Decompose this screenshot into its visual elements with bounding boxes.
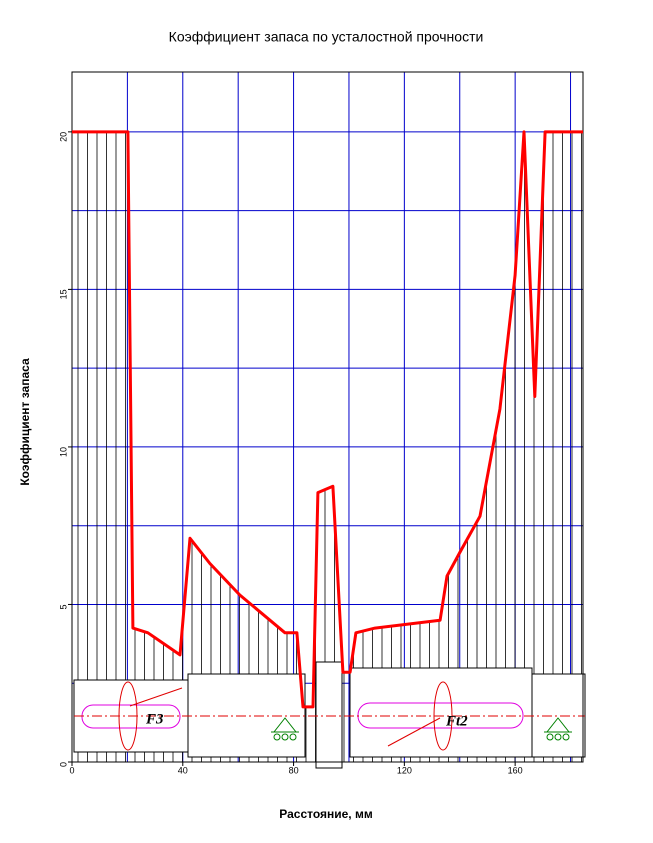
- shaft-step: [349, 667, 533, 758]
- support: [271, 717, 299, 741]
- x-tick-label: 160: [508, 765, 523, 775]
- force-arrow: [387, 717, 441, 747]
- x-tick-label: 120: [397, 765, 412, 775]
- shaft-step: [531, 673, 586, 758]
- grid: [72, 72, 583, 762]
- chart-title: Коэффициент запаса по усталостной прочно…: [169, 29, 484, 45]
- y-tick-label: 20: [58, 132, 68, 142]
- y-axis-label: Коэффициент запаса: [18, 358, 32, 486]
- x-tick-label: 0: [69, 765, 74, 775]
- data-line: [72, 130, 583, 709]
- force-arrow: [129, 687, 183, 707]
- x-axis-label: Расстояние, мм: [279, 807, 373, 821]
- support: [544, 717, 572, 741]
- moment-arrow: [118, 681, 138, 751]
- y-tick-label: 0: [58, 762, 68, 767]
- y-tick-label: 10: [58, 447, 68, 457]
- shaft-sketch: [73, 661, 586, 769]
- plot-frame: [71, 71, 584, 763]
- shaft-step: [315, 661, 343, 769]
- y-tick-label: 5: [58, 604, 68, 609]
- y-tick-label: 15: [58, 289, 68, 299]
- x-tick-label: 40: [178, 765, 188, 775]
- moment-arrow: [433, 681, 453, 751]
- x-tick-label: 80: [289, 765, 299, 775]
- annotation: F3: [145, 711, 164, 727]
- annotation: Ft2: [445, 713, 468, 729]
